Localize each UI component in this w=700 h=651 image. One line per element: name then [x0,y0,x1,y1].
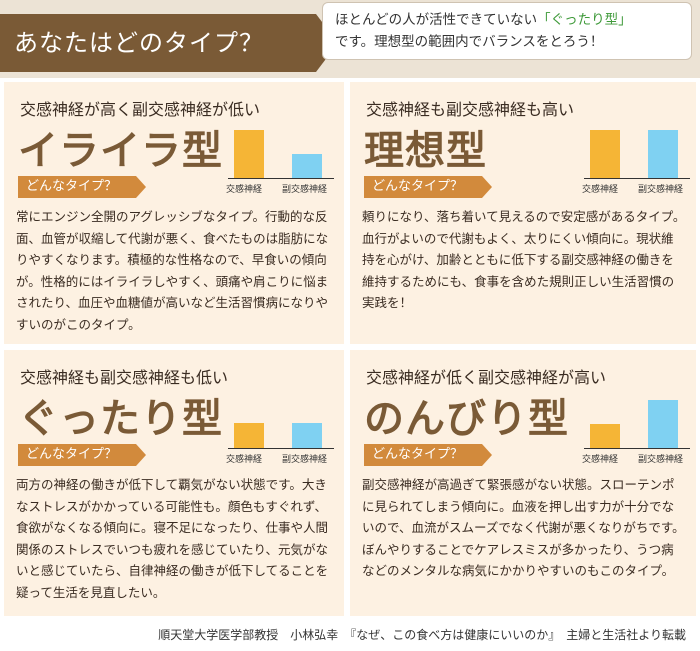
callout-line-2: です。理想型の範囲内でバランスをとろう！ [335,34,604,50]
callout-line-1: ほとんどの人が活性できていない「ぐったり型」 [335,9,679,31]
type-name: イライラ型 [18,128,223,174]
type-description: 両方の神経の働きが低下して覇気がない状態です。大きなストレスがかかっている可能性… [16,477,329,600]
type-tag: どんなタイプ？ [18,444,146,466]
type-description: 常にエンジン全開のアグレッシブなタイプ。行動的な反面、血管が収縮して代謝が悪く、… [16,209,329,332]
type-tag: どんなタイプ？ [364,444,492,466]
nerve-bar-chart: 交感神経 副交感神経 [226,382,336,468]
type-subtitle: 交感神経が低く副交感神経が高い [366,368,607,387]
type-panel-ideal: 交感神経も副交感神経も高い 理想型 交感神経 副交感神経 どんなタイプ？ 頼りに… [350,82,696,344]
parasympathetic-bar [648,400,678,448]
type-panel-irritable: 交感神経が高く副交感神経が低い イライラ型 交感神経 副交感神経 どんなタイプ？… [4,82,344,344]
type-name: のんびり型 [364,396,569,442]
nerve-bar-chart: 交感神経 副交感神経 [226,112,336,198]
callout-highlight: 「ぐったり型」 [537,12,632,28]
parasympathetic-bar [292,423,322,448]
callout-text: ほとんどの人が活性できていない [335,12,538,28]
type-subtitle: 交感神経が高く副交感神経が低い [20,100,261,119]
parasympathetic-bar [648,130,678,178]
parasympathetic-label: 副交感神経 [282,185,328,195]
parasympathetic-label: 副交感神経 [638,185,684,195]
parasympathetic-label: 副交感神経 [638,455,684,465]
sympathetic-label: 交感神経 [226,185,263,195]
chart-baseline [228,448,334,449]
type-name: ぐったり型 [18,396,223,442]
source-credit: 順天堂大学医学部教授 小林弘幸 『なぜ、この食べ方は健康にいいのか』 主婦と生活… [158,628,686,642]
type-tag: どんなタイプ？ [364,176,492,198]
parasympathetic-bar [292,154,322,178]
sympathetic-label: 交感神経 [582,455,619,465]
chart-baseline [584,448,690,449]
sympathetic-bar [590,424,620,448]
chart-baseline [228,178,334,179]
sympathetic-label: 交感神経 [226,455,263,465]
type-subtitle: 交感神経も副交感神経も高い [366,100,575,119]
nerve-bar-chart: 交感神経 副交感神経 [582,382,692,468]
type-description: 副交感神経が高過ぎて緊張感がない状態。スローテンポに見られてしまう傾向に。血液を… [362,477,685,578]
parasympathetic-label: 副交感神経 [282,455,328,465]
page-title: あなたはどのタイプ？ [0,14,338,72]
type-tag: どんなタイプ？ [18,176,146,198]
type-name: 理想型 [364,128,487,174]
type-panel-relaxed: 交感神経が低く副交感神経が高い のんびり型 交感神経 副交感神経 どんなタイプ？… [350,350,696,616]
type-description: 頼りになり、落ち着いて見えるので安定感があるタイプ。血行がよいので代謝もよく、太… [362,209,686,310]
sympathetic-label: 交感神経 [582,185,619,195]
sympathetic-bar [234,130,264,178]
type-panel-exhausted: 交感神経も副交感神経も低い ぐったり型 交感神経 副交感神経 どんなタイプ？ 両… [4,350,344,616]
intro-callout: ほとんどの人が活性できていない「ぐったり型」 です。理想型の範囲内でバランスをと… [322,2,692,60]
sympathetic-bar [234,423,264,448]
nerve-bar-chart: 交感神経 副交感神経 [582,112,692,198]
sympathetic-bar [590,130,620,178]
type-subtitle: 交感神経も副交感神経も低い [20,368,229,387]
chart-baseline [584,178,690,179]
